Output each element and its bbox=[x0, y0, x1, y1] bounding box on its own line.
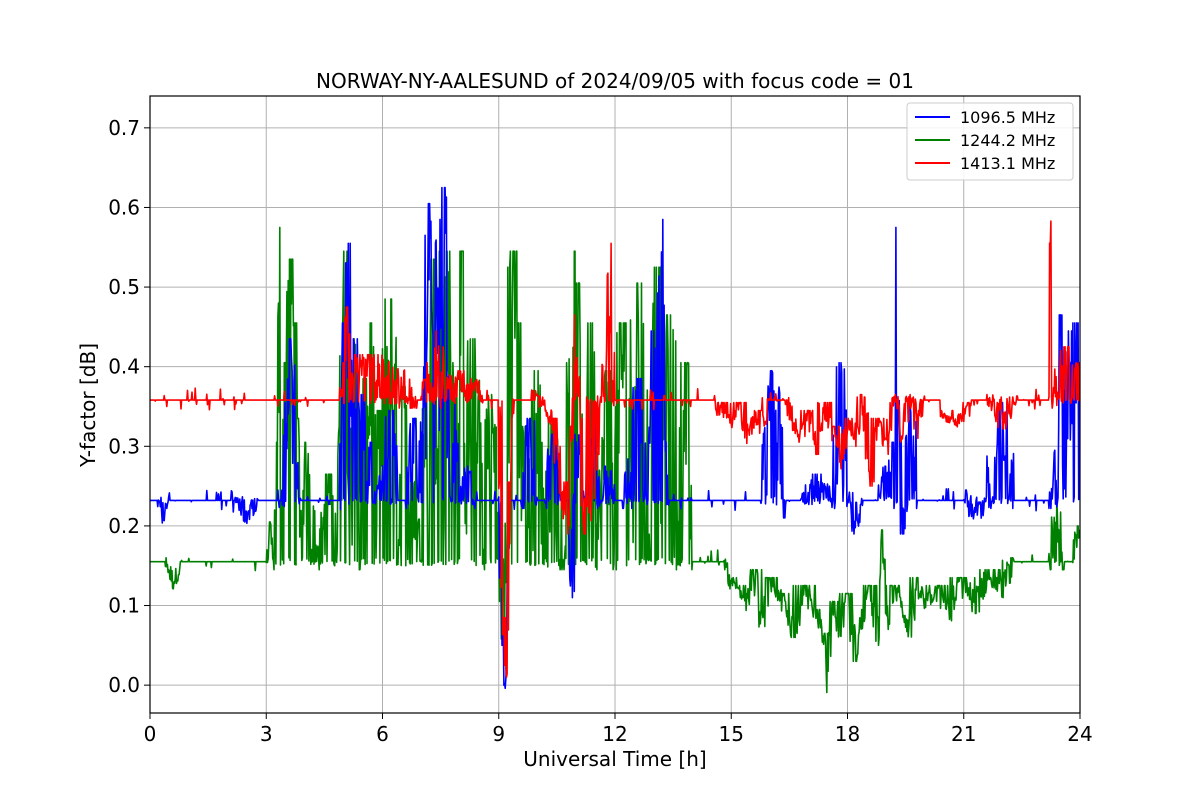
x-tick-label: 18 bbox=[835, 722, 860, 746]
series-line-1244.2 bbox=[150, 226, 1080, 694]
legend: 1096.5 MHz 1244.2 MHz 1413.1 MHz bbox=[906, 102, 1074, 181]
chart-title: NORWAY-NY-AALESUND of 2024/09/05 with fo… bbox=[316, 69, 914, 93]
y-tick-label: 0.2 bbox=[108, 514, 140, 538]
legend-label-1244: 1244.2 MHz bbox=[960, 131, 1055, 150]
x-tick-label: 9 bbox=[492, 722, 505, 746]
y-axis: 0.0 0.1 0.2 0.3 0.4 0.5 0.6 0.7 bbox=[108, 116, 150, 697]
x-axis-label: Universal Time [h] bbox=[523, 747, 706, 771]
x-tick-label: 6 bbox=[376, 722, 389, 746]
series-group bbox=[150, 186, 1080, 694]
x-axis: 0 3 6 9 12 15 18 21 24 bbox=[144, 713, 1093, 746]
x-tick-label: 3 bbox=[260, 722, 273, 746]
y-tick-label: 0.3 bbox=[108, 434, 140, 458]
series-line-1096.5 bbox=[150, 186, 1080, 690]
legend-label-1096: 1096.5 MHz bbox=[960, 108, 1055, 127]
x-tick-label: 21 bbox=[951, 722, 976, 746]
x-tick-label: 15 bbox=[719, 722, 744, 746]
y-tick-label: 0.6 bbox=[108, 195, 140, 219]
y-tick-label: 0.1 bbox=[108, 594, 140, 618]
y-tick-label: 0.4 bbox=[108, 355, 140, 379]
series-line-1413.1 bbox=[150, 220, 1080, 678]
x-tick-label: 24 bbox=[1067, 722, 1092, 746]
x-tick-label: 0 bbox=[144, 722, 157, 746]
y-tick-label: 0.5 bbox=[108, 275, 140, 299]
x-tick-label: 12 bbox=[602, 722, 627, 746]
legend-label-1413: 1413.1 MHz bbox=[960, 154, 1055, 173]
legend-box bbox=[906, 102, 1074, 181]
y-axis-label: Y-factor [dB] bbox=[76, 343, 100, 468]
y-tick-label: 0.7 bbox=[108, 116, 140, 140]
y-tick-label: 0.0 bbox=[108, 673, 140, 697]
